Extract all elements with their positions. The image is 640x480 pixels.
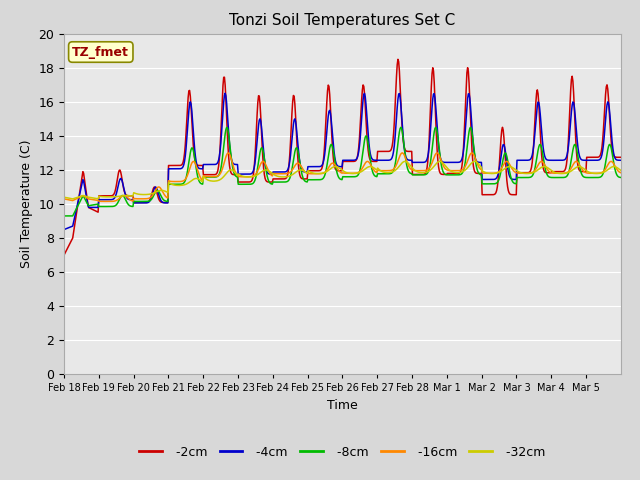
Text: TZ_fmet: TZ_fmet xyxy=(72,46,129,59)
Y-axis label: Soil Temperature (C): Soil Temperature (C) xyxy=(20,140,33,268)
X-axis label: Time: Time xyxy=(327,399,358,412)
Title: Tonzi Soil Temperatures Set C: Tonzi Soil Temperatures Set C xyxy=(229,13,456,28)
Legend:  -2cm,  -4cm,  -8cm,  -16cm,  -32cm: -2cm, -4cm, -8cm, -16cm, -32cm xyxy=(134,441,550,464)
